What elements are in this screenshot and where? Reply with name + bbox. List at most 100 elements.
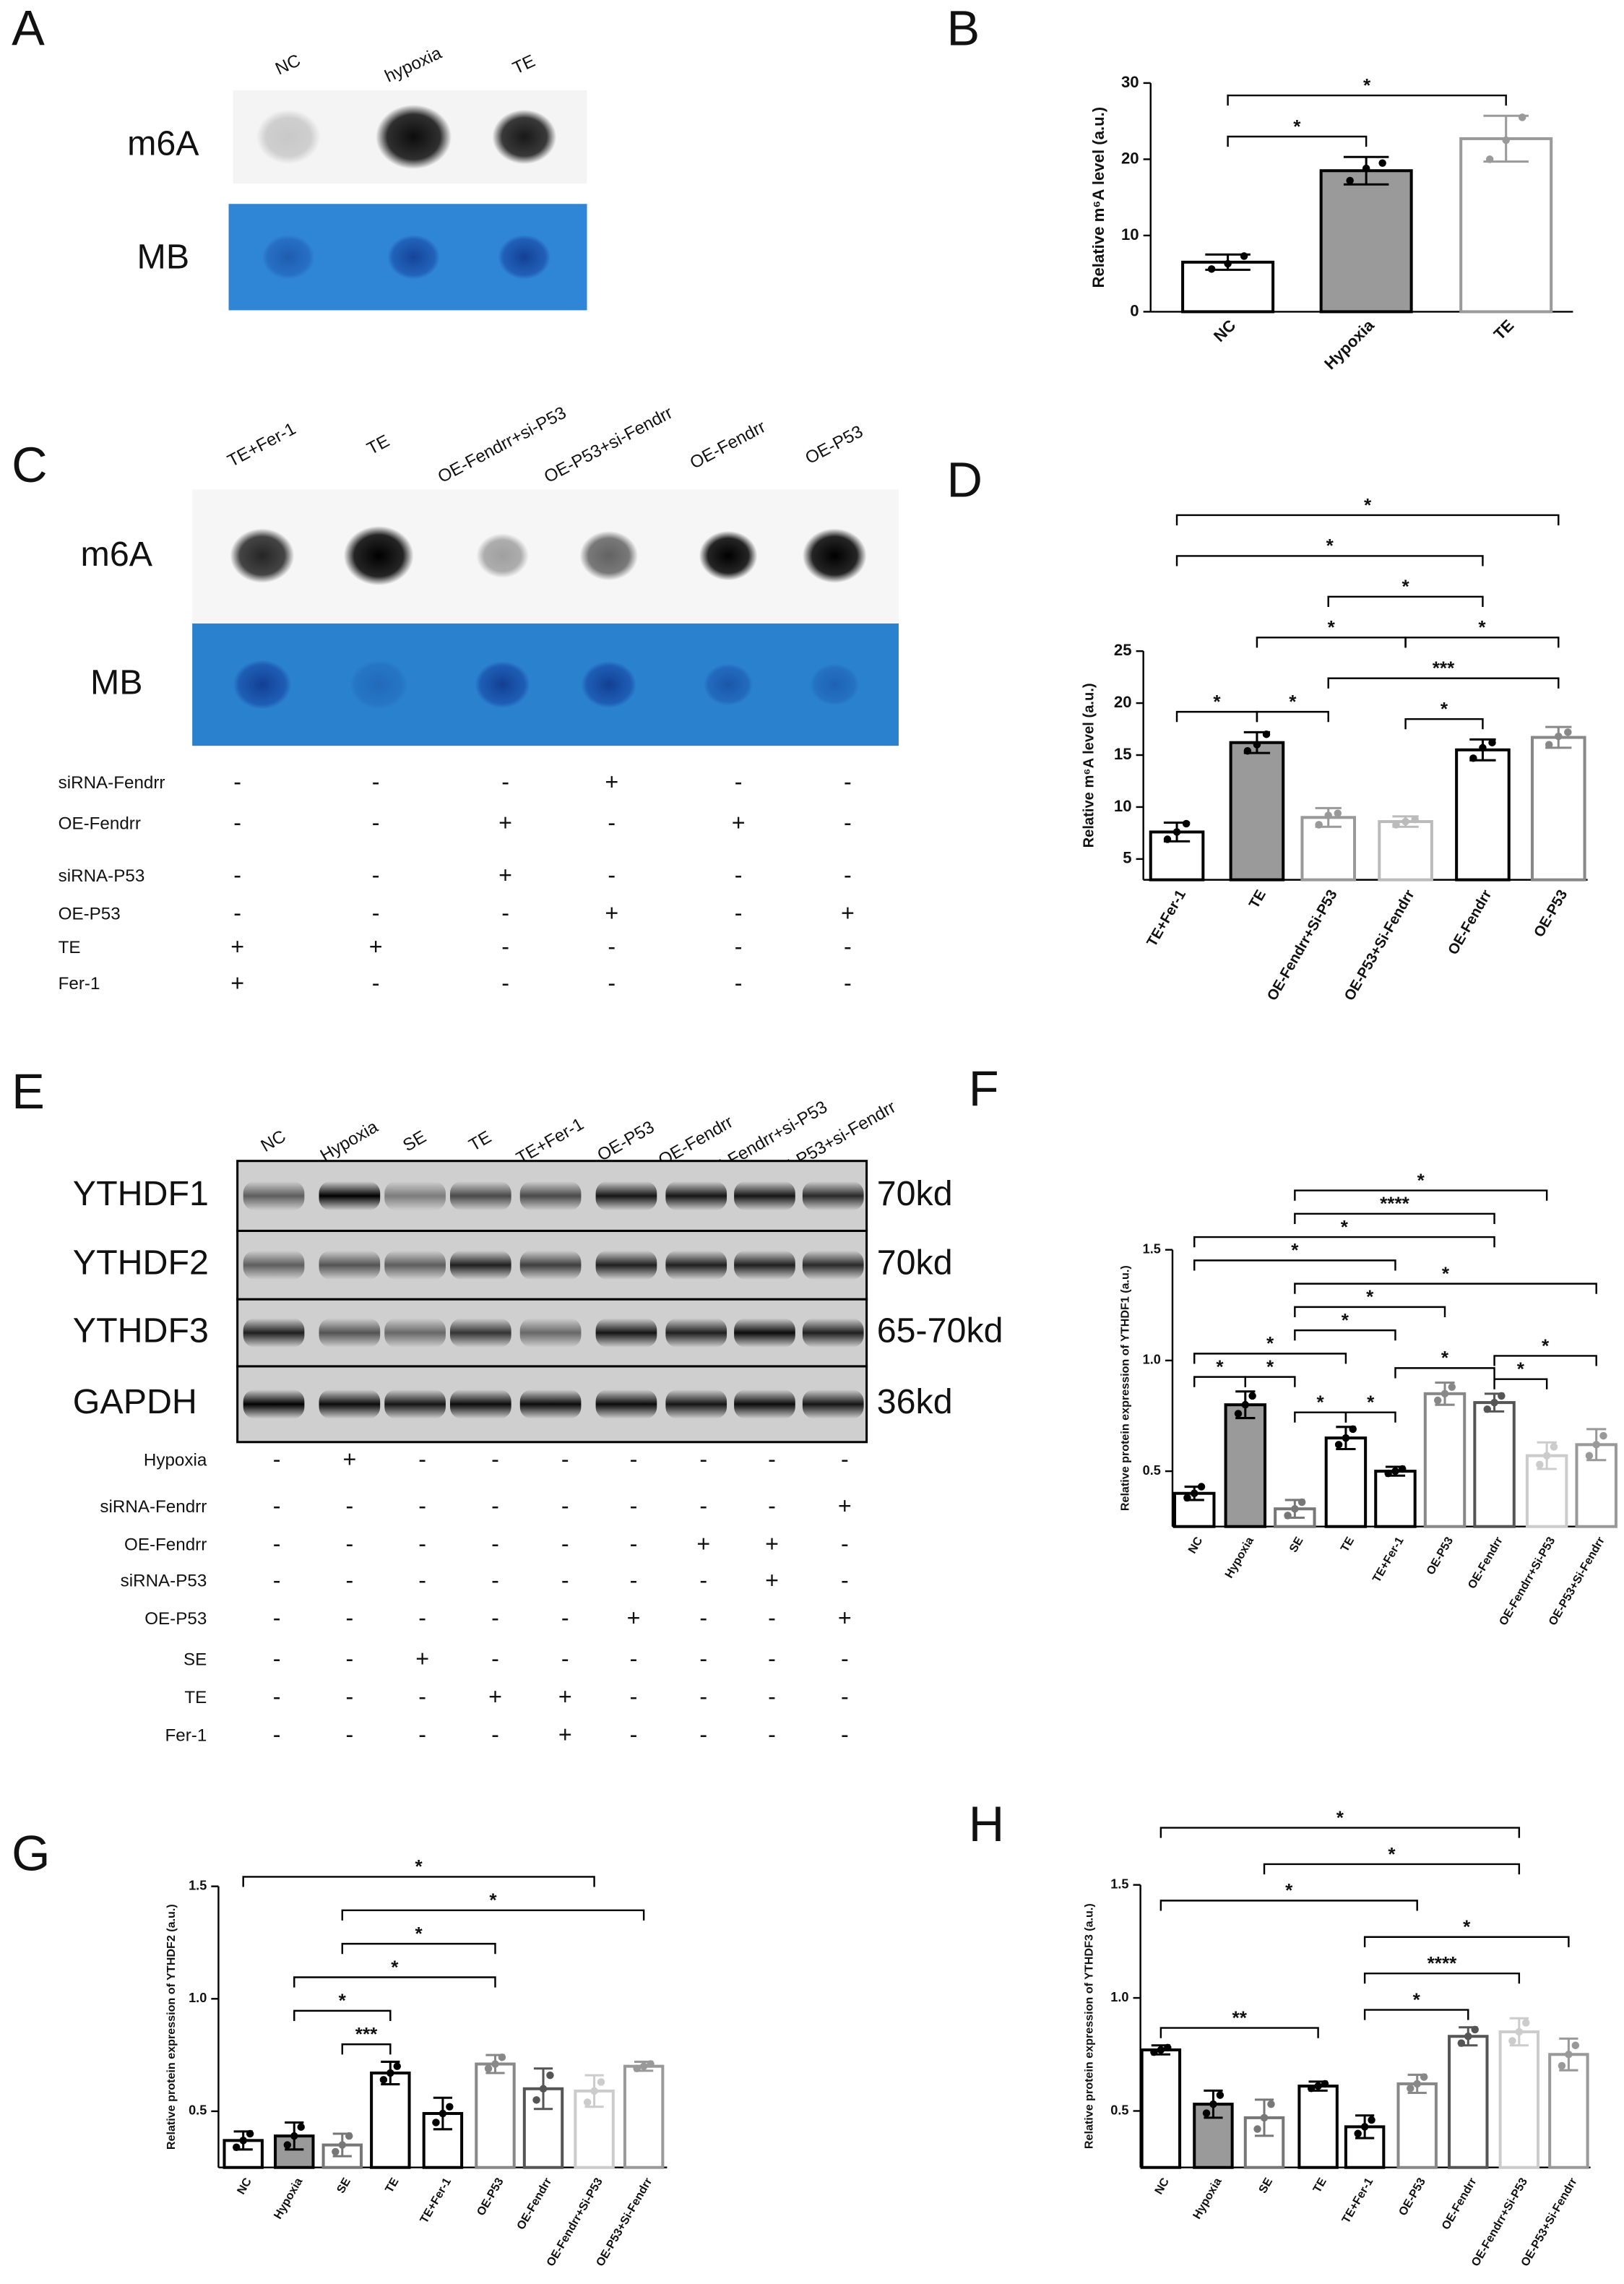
treatment-mark: - bbox=[841, 1447, 849, 1473]
protein-band bbox=[802, 1389, 864, 1419]
treatment-mark: - bbox=[735, 900, 743, 926]
data-point bbox=[1354, 2129, 1362, 2138]
panel-label: F bbox=[969, 1061, 999, 1116]
x-tick-label: OE-Fendrr bbox=[1439, 2175, 1480, 2232]
treatment-mark: - bbox=[699, 1646, 707, 1672]
treatment-mark: - bbox=[735, 769, 743, 795]
treatment-mark: - bbox=[273, 1684, 281, 1710]
y-tick-label: 10 bbox=[1121, 225, 1139, 244]
treatment-mark: + bbox=[230, 970, 244, 996]
y-tick-label: 25 bbox=[1114, 641, 1132, 659]
x-tick-label: OE-P53 bbox=[1424, 1535, 1456, 1577]
significance-bracket bbox=[341, 1909, 645, 1921]
significance-label: * bbox=[1266, 1356, 1274, 1377]
treatment-label: OE-P53 bbox=[59, 904, 121, 923]
data-point bbox=[1291, 1504, 1299, 1513]
bar bbox=[1396, 2082, 1438, 2169]
bar bbox=[1548, 2053, 1589, 2169]
x-tick-label: TE+Fer-1 bbox=[1144, 887, 1189, 949]
significance-bracket bbox=[1294, 1306, 1446, 1317]
bar bbox=[1498, 2030, 1540, 2169]
data-point bbox=[283, 2141, 292, 2149]
x-tick-label: OE-P53 bbox=[474, 2176, 506, 2218]
data-point bbox=[1488, 738, 1496, 746]
treatment-mark: - bbox=[372, 970, 380, 996]
x-tick-label: NC bbox=[1210, 316, 1239, 345]
significance-bracket bbox=[1493, 1378, 1548, 1389]
data-point bbox=[1197, 1483, 1206, 1491]
protein-band bbox=[319, 1389, 381, 1419]
treatment-label: SE bbox=[183, 1650, 207, 1670]
data-point bbox=[1183, 1494, 1191, 1502]
data-point bbox=[1240, 252, 1248, 260]
treatment-mark: - bbox=[841, 1530, 849, 1556]
treatment-mark: - bbox=[608, 934, 616, 960]
significance-bracket bbox=[242, 1876, 595, 1887]
y-tick-label: 10 bbox=[1114, 797, 1132, 815]
data-point bbox=[1260, 2113, 1269, 2122]
dot-spot bbox=[579, 530, 639, 581]
bar bbox=[1530, 736, 1586, 882]
data-point bbox=[1315, 821, 1323, 829]
treatment-mark: - bbox=[491, 1722, 499, 1748]
data-point bbox=[1464, 2033, 1472, 2040]
dot-spot bbox=[376, 104, 452, 170]
data-point bbox=[1384, 1469, 1392, 1478]
significance-label: *** bbox=[355, 2023, 378, 2045]
protein-band bbox=[519, 1318, 582, 1348]
x-tick-label: TE bbox=[1310, 2176, 1329, 2195]
treatment-mark: - bbox=[233, 810, 241, 836]
x-tick-label: TE+Fer-1 bbox=[1339, 2176, 1375, 2225]
bar bbox=[1229, 741, 1285, 882]
data-point bbox=[1391, 1467, 1399, 1475]
treatment-mark: - bbox=[630, 1684, 638, 1710]
treatment-label: Fer-1 bbox=[59, 974, 100, 994]
y-tick-label: 1.0 bbox=[1110, 1990, 1128, 2004]
significance-bracket bbox=[1404, 637, 1560, 648]
protein-band bbox=[734, 1181, 795, 1211]
dot-spot bbox=[492, 109, 557, 165]
data-point bbox=[432, 2119, 440, 2126]
significance-label: * bbox=[415, 1856, 423, 1877]
panel-label: B bbox=[946, 0, 980, 56]
treatment-label: siRNA-P53 bbox=[59, 866, 145, 886]
significance-bracket bbox=[341, 1942, 496, 1955]
data-point bbox=[345, 2132, 353, 2140]
data-point bbox=[1157, 2046, 1165, 2054]
significance-bracket bbox=[1193, 1376, 1247, 1387]
protein-band bbox=[734, 1389, 795, 1419]
significance-label: * bbox=[1213, 691, 1221, 712]
significance-label: * bbox=[1388, 1843, 1396, 1865]
data-point bbox=[439, 2109, 447, 2118]
treatment-mark: - bbox=[491, 1447, 499, 1473]
treatment-mark: - bbox=[418, 1567, 426, 1593]
significance-label: * bbox=[1336, 1806, 1344, 1828]
data-point bbox=[1448, 1383, 1456, 1391]
x-tick-label: SE bbox=[334, 2176, 353, 2196]
data-point bbox=[1571, 2041, 1580, 2050]
significance-label: ** bbox=[1232, 2007, 1248, 2028]
significance-label: * bbox=[489, 1889, 497, 1911]
x-tick-label: Hypoxia bbox=[1191, 2175, 1225, 2221]
protein-band bbox=[665, 1250, 727, 1280]
mb-spot bbox=[233, 660, 292, 710]
data-point bbox=[1411, 815, 1419, 824]
data-point bbox=[1248, 1392, 1256, 1400]
data-point bbox=[1420, 2073, 1428, 2081]
significance-label: * bbox=[1328, 616, 1336, 638]
dot-spot bbox=[343, 525, 414, 586]
data-point bbox=[484, 2064, 493, 2073]
y-axis-label: Relative protein expression of YTHDF2 (a… bbox=[165, 1904, 178, 2150]
data-point bbox=[597, 2078, 605, 2086]
treatment-mark: - bbox=[233, 900, 241, 926]
data-point bbox=[1469, 754, 1477, 762]
x-tick-label: OE-P53+Si-Fendrr bbox=[594, 2175, 655, 2268]
lane-label: NC bbox=[272, 51, 303, 79]
x-tick-label: NC bbox=[235, 2176, 254, 2197]
treatment-mark: - bbox=[699, 1493, 707, 1519]
significance-label: * bbox=[1317, 1391, 1325, 1413]
treatment-mark: - bbox=[630, 1567, 638, 1593]
treatment-mark: - bbox=[630, 1493, 638, 1519]
y-tick-label: 0 bbox=[1130, 301, 1139, 319]
